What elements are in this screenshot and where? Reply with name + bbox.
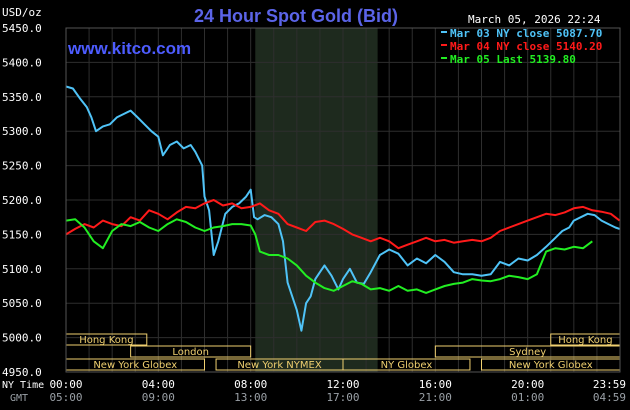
session-label: Hong Kong bbox=[79, 335, 133, 346]
series-line-3 bbox=[65, 218, 593, 294]
x-tick-label-gmt: 01:00 bbox=[511, 391, 544, 404]
session-bar bbox=[130, 345, 252, 358]
series-line-2 bbox=[65, 199, 621, 250]
session-label: New York Globex bbox=[509, 360, 593, 371]
y-tick-label: 5100.0 bbox=[2, 263, 42, 276]
y-tick-label: 5150.0 bbox=[2, 228, 42, 241]
session-label: Sydney bbox=[509, 347, 546, 358]
y-tick-label: 5350.0 bbox=[2, 91, 42, 104]
x-tick-label-gmt: 04:59 bbox=[593, 391, 626, 404]
legend-swatch bbox=[441, 57, 447, 59]
legend-entry: Mar 03 NY close 5087.70 bbox=[450, 27, 602, 40]
y-tick-label: 5250.0 bbox=[2, 160, 42, 173]
y-tick-label: 4950.0 bbox=[2, 366, 42, 379]
session-label: New York Globex bbox=[93, 360, 177, 371]
legend-swatch bbox=[441, 44, 447, 46]
y-tick-label: 5400.0 bbox=[2, 56, 42, 69]
session-label: London bbox=[172, 347, 209, 358]
session-label: Hong Kong bbox=[558, 335, 612, 346]
legend-swatch bbox=[441, 31, 447, 33]
x-tick-label-gmt: 21:00 bbox=[419, 391, 452, 404]
x-tick-label-gmt: 05:00 bbox=[49, 391, 82, 404]
x-tick-label-gmt: 17:00 bbox=[326, 391, 359, 404]
x-tick-label-ny: 23:59 bbox=[593, 378, 626, 391]
gmt-side-label: GMT bbox=[10, 393, 28, 404]
y-tick-label: 5450.0 bbox=[2, 22, 42, 35]
y-tick-label: 5200.0 bbox=[2, 194, 42, 207]
session-label: NY Globex bbox=[381, 360, 433, 371]
unit-label: USD/oz bbox=[2, 6, 42, 19]
y-tick-label: 5300.0 bbox=[2, 125, 42, 138]
x-tick-label-ny: 04:00 bbox=[142, 378, 175, 391]
session-label: New York NYMEX bbox=[237, 360, 322, 371]
x-tick-label-ny: 16:00 bbox=[419, 378, 452, 391]
x-tick-label-ny: 20:00 bbox=[511, 378, 544, 391]
legend-entry: Mar 05 Last 5139.80 bbox=[450, 53, 576, 66]
y-tick-label: 5050.0 bbox=[2, 297, 42, 310]
x-tick-label-gmt: 13:00 bbox=[234, 391, 267, 404]
x-tick-label-ny: 12:00 bbox=[326, 378, 359, 391]
x-tick-label-ny: 00:00 bbox=[49, 378, 82, 391]
date-time-label: March 05, 2026 22:24 bbox=[468, 13, 601, 26]
plot-area: 4950.0 5000.0 5050.0 5100.0 5150.0 5200.0 5250… bbox=[2, 22, 626, 404]
chart-title: 24 Hour Spot Gold (Bid) bbox=[194, 6, 398, 26]
x-tick-label-ny: 08:00 bbox=[234, 378, 267, 391]
plot-frame bbox=[65, 27, 621, 373]
x-tick-label-gmt: 09:00 bbox=[142, 391, 175, 404]
session-bar bbox=[342, 358, 471, 371]
legend-entry: Mar 04 NY close 5140.20 bbox=[450, 40, 602, 53]
website-label: www.kitco.com bbox=[67, 39, 191, 58]
y-tick-label: 5000.0 bbox=[2, 332, 42, 345]
series-line-1 bbox=[65, 85, 620, 332]
ny-time-side-label: NY Time bbox=[2, 380, 44, 391]
